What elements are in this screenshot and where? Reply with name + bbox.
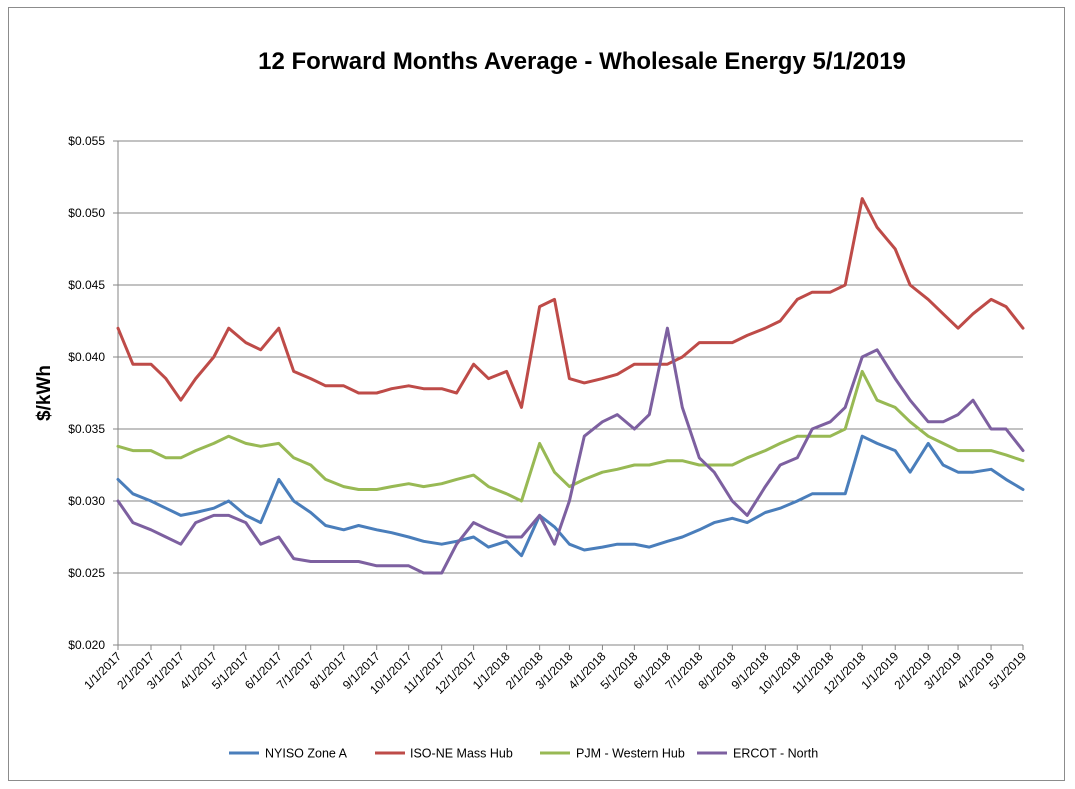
y-tick-label: $0.055 (68, 134, 105, 148)
gridlines (118, 140, 1023, 574)
series-line-1 (116, 434, 1025, 558)
y-axis-label: $/kWh (34, 365, 55, 421)
legend-label: NYISO Zone A (265, 747, 348, 761)
y-tick-label: $0.045 (68, 278, 105, 292)
y-tick-label: $0.035 (68, 422, 105, 436)
chart-title: 12 Forward Months Average - Wholesale En… (258, 48, 906, 75)
y-tick-label: $0.040 (68, 350, 105, 364)
series-line-3 (116, 369, 1025, 503)
y-tick-label: $0.020 (68, 638, 105, 652)
y-tick-label: $0.025 (68, 566, 105, 580)
legend: NYISO Zone A ISO-NE Mass Hub PJM - Western… (229, 747, 818, 761)
axes (113, 140, 1024, 650)
series-line-2 (116, 197, 1025, 409)
series-lines (116, 197, 1025, 575)
x-tick-labels: 1/1/20172/1/20173/1/20174/1/20175/1/2017… (81, 649, 1029, 697)
series-line-4 (116, 326, 1025, 575)
legend-label: ISO-NE Mass Hub (410, 747, 513, 761)
y-tick-label: $0.030 (68, 494, 105, 508)
y-tick-label: $0.050 (68, 206, 105, 220)
legend-label: PJM - Western Hub (576, 747, 685, 761)
y-tick-labels: $0.020 $0.025 $0.030 $0.035 $0.040 $0.045 $0.0… (68, 134, 105, 652)
legend-label: ERCOT - North (733, 747, 818, 761)
